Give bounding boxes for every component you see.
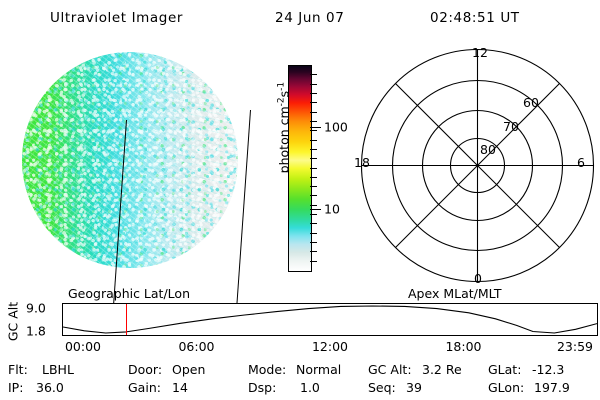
timeline-y-axis-label: GC Alt: [5, 301, 21, 342]
altitude-curve: [63, 305, 597, 334]
colorbar-minor-tick: [310, 120, 317, 122]
status-block: Flt: LBHL Door: Open Mode: Normal GC Alt: 3.2 R…: [0, 362, 600, 400]
status-label: GLat:: [488, 362, 522, 377]
timeline-x-tick-label: 12:00: [311, 339, 349, 354]
colorbar-major-tick: [310, 208, 321, 210]
status-value: 3.2 Re: [422, 362, 462, 377]
status-label: Dsp:: [248, 380, 277, 395]
status-row: IP: 36.0 Gain: 14 Dsp: 1.0 Seq: 39 GLon: 197.9: [0, 380, 600, 398]
polar-grid: [360, 48, 595, 283]
status-label: IP:: [8, 380, 24, 395]
altitude-curve-svg: [63, 305, 597, 334]
disk-limb-fade: [22, 52, 238, 268]
status-label: GLon:: [488, 380, 525, 395]
latitude-label-60: 60: [523, 95, 539, 110]
status-value: Normal: [296, 362, 342, 377]
earth-disk-image: [22, 52, 238, 268]
timeline-x-tick-label: 00:00: [64, 339, 102, 354]
colorbar-minor-tick: [310, 232, 317, 234]
status-value: 39: [406, 380, 422, 395]
status-value: Open: [172, 362, 206, 377]
colorbar-gradient: [288, 65, 312, 272]
status-value: 1.0: [300, 380, 320, 395]
colorbar-panel: photon cm-2s-1 10 100: [258, 60, 358, 285]
colorbar-minor-tick: [310, 167, 317, 169]
polar-axis-diagonal-2: [395, 83, 560, 248]
colorbar-minor-tick: [310, 83, 317, 85]
polar-mlt-plot: 12 6 0 18 60 70 80: [354, 43, 600, 288]
timeline-x-tick-label: 23:59: [556, 339, 594, 354]
colorbar-minor-tick: [310, 251, 317, 253]
colorbar-minor-tick: [310, 130, 317, 132]
status-label: Door:: [128, 362, 163, 377]
status-value: LBHL: [42, 362, 74, 377]
mlt-label-0: 0: [474, 271, 482, 286]
colorbar-minor-tick: [310, 260, 317, 262]
latitude-label-70: 70: [503, 119, 519, 134]
colorbar-minor-tick: [310, 242, 317, 244]
timeline-y-tick-high: 9.0: [26, 300, 46, 316]
colorbar-minor-tick: [310, 148, 317, 150]
colorbar-unit-exp1: -2: [276, 97, 287, 107]
orbit-timeline-panel: Geographic Lat/Lon Apex MLat/MLT GC Alt …: [0, 286, 600, 356]
caption-geographic: Geographic Lat/Lon: [68, 286, 190, 301]
colorbar-minor-tick: [310, 74, 317, 76]
status-value: 14: [172, 380, 188, 395]
timeline-x-tick-label: 18:00: [445, 339, 482, 354]
timeline-y-tick-low: 1.8: [26, 323, 46, 339]
observation-date: 24 Jun 07: [275, 10, 345, 26]
mlt-label-12: 12: [472, 45, 488, 60]
status-label: Mode:: [248, 362, 287, 377]
colorbar-minor-tick: [310, 176, 317, 178]
current-time-marker: [126, 304, 127, 335]
instrument-title: Ultraviolet Imager: [50, 10, 184, 26]
altitude-plot-box[interactable]: [62, 303, 598, 336]
status-value: 36.0: [36, 380, 64, 395]
colorbar-tick-label: 100: [324, 119, 348, 134]
status-value: -12.3: [532, 362, 565, 377]
colorbar-minor-tick: [310, 223, 317, 225]
status-value: 197.9: [534, 380, 570, 395]
mlt-label-18: 18: [354, 155, 370, 170]
colorbar-minor-tick: [310, 139, 317, 141]
auroral-image-panel: [22, 52, 252, 322]
status-label: Seq:: [368, 380, 396, 395]
colorbar-major-tick: [310, 126, 321, 128]
colorbar-minor-tick: [310, 111, 317, 113]
colorbar-minor-tick: [310, 186, 317, 188]
colorbar-tick-label: 10: [324, 201, 340, 216]
timeline-x-tick-label: 06:00: [178, 339, 215, 354]
colorbar-minor-tick: [310, 102, 317, 104]
status-label: Gain:: [128, 380, 161, 395]
status-label: Flt:: [8, 362, 28, 377]
status-row: Flt: LBHL Door: Open Mode: Normal GC Alt: 3.2 R…: [0, 362, 600, 380]
colorbar-minor-tick: [310, 204, 317, 206]
status-label: GC Alt:: [368, 362, 412, 377]
colorbar-minor-tick: [310, 195, 317, 197]
colorbar-minor-tick: [310, 158, 317, 160]
caption-apex: Apex MLat/MLT: [408, 286, 502, 301]
colorbar-unit-exp2: -1: [276, 81, 287, 91]
colorbar-minor-tick: [310, 92, 317, 94]
header: Ultraviolet Imager 24 Jun 07 02:48:51 UT: [0, 10, 600, 32]
observation-time: 02:48:51 UT: [430, 10, 520, 26]
colorbar-minor-tick: [310, 214, 317, 216]
mlt-label-6: 6: [577, 155, 585, 170]
latitude-label-80: 80: [480, 142, 496, 157]
